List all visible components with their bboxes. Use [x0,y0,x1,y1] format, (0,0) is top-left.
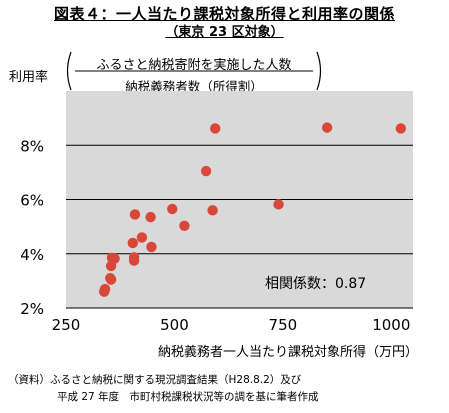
data-point [146,241,157,253]
chart-subtitle: （東京 23 区対象） [165,25,284,40]
data-point [273,199,284,210]
source-note-line1: （資料）ふるさと納税に関する現況調査結果（H28.8.2）及び [8,374,302,386]
data-point [395,123,407,134]
source-note-line2: 平成 27 年度 市町村税課税状況等の調を基に筆者作成 [57,391,319,403]
data-point [128,252,140,263]
correlation-annotation: 相関係数：0.87 [265,276,366,292]
gridlines [66,144,413,309]
data-point [129,209,141,220]
x-tick-label: 500 [160,316,189,334]
data-point [105,274,117,285]
x-tick-labels: 250 500 750 1000 [52,316,411,334]
data-point [200,165,212,177]
x-axis-label: 納税義務者一人当たり課税対象所得（万円） [158,344,418,360]
data-point [136,232,148,243]
data-point [321,122,333,133]
x-tick-label: 250 [52,316,81,334]
y-tick-label: 8% [20,137,44,155]
y-axis-label-denominator: 納税義務者数（所得割） [125,79,263,94]
y-tick-label: 6% [20,192,44,210]
y-axis-label-numerator: ふるさと納税寄附を実施した人数 [96,58,292,73]
fraction-brackets [66,51,322,91]
data-point [179,220,190,232]
data-point [99,283,111,295]
x-tick-label: 750 [269,316,298,334]
data-point [167,203,178,215]
x-tick-label: 1000 [372,316,410,334]
chart-title: 図表４：一人当たり課税対象所得と利用率の関係 [53,5,395,23]
data-points [98,122,407,297]
y-tick-label: 4% [20,246,44,264]
y-tick-label: 2% [20,300,44,318]
data-point [127,237,138,249]
data-point [207,205,218,216]
y-axis-label-name: 利用率 [9,70,49,85]
data-point [109,253,120,264]
y-tick-labels: 2% 4% 6% 8% [20,137,44,318]
data-point [145,211,156,223]
data-point [210,123,221,134]
y-axis-label-fraction: ふるさと納税寄附を実施した人数 納税義務者数（所得割） [63,50,325,94]
